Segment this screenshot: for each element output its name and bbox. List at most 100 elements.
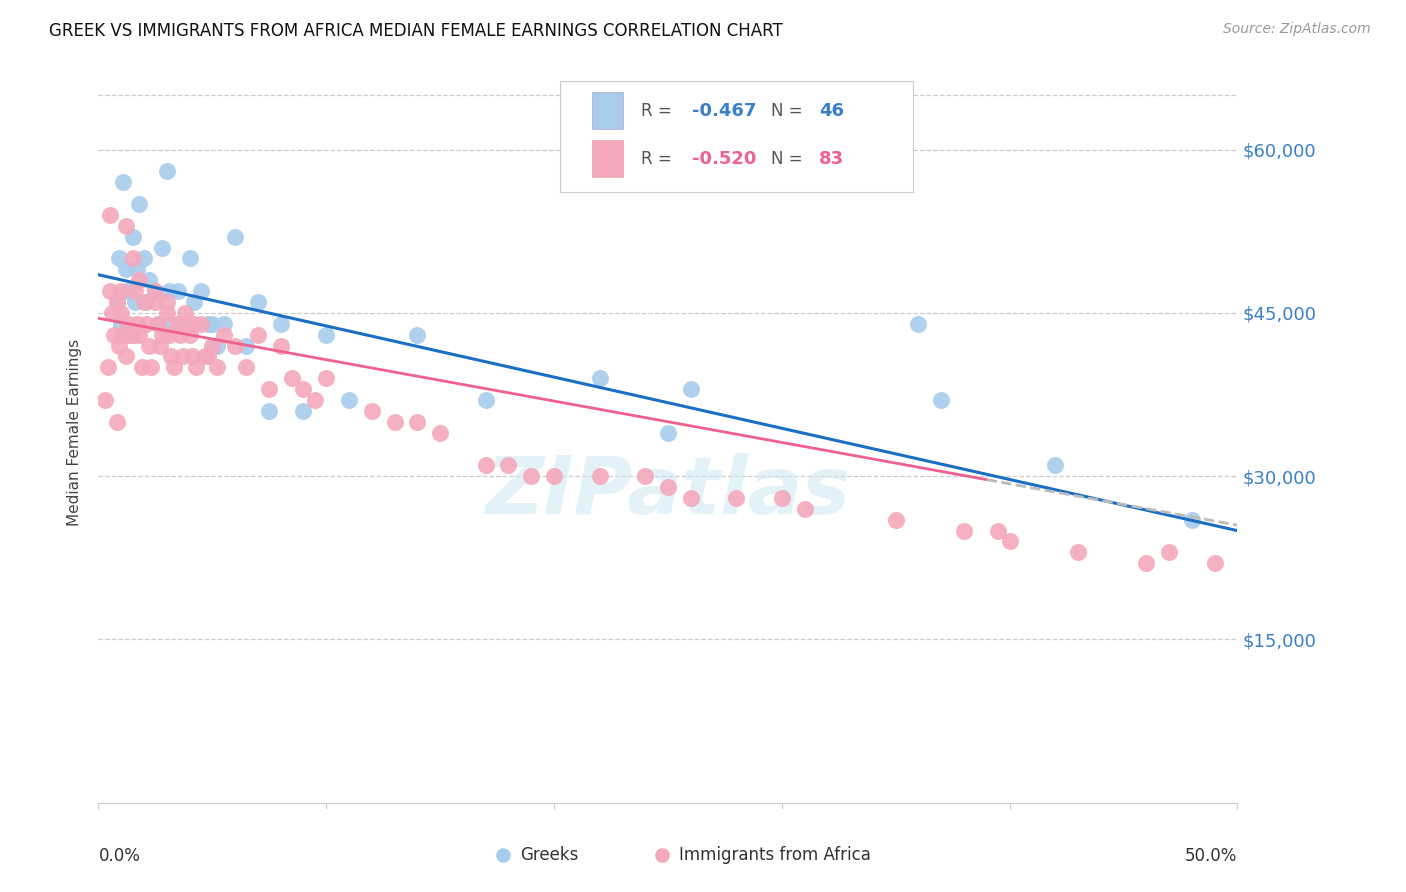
Point [101, 306, 124, 320]
Point [186, 360, 208, 375]
Point [112, 175, 135, 189]
Point [145, 295, 167, 310]
Text: R =: R = [641, 150, 676, 168]
Point [160, 317, 183, 331]
Point [292, 404, 315, 418]
Point [793, 501, 815, 516]
Point [1215, 796, 1237, 810]
Point [120, 327, 142, 342]
Point [149, 338, 172, 352]
Point [384, 415, 406, 429]
Point [998, 534, 1021, 549]
Point [235, 360, 257, 375]
Point [725, 491, 748, 505]
Point [337, 392, 360, 407]
Point [110, 306, 132, 320]
Point [108, 252, 131, 266]
Point [281, 371, 304, 385]
Point [259, 404, 281, 418]
Point [121, 327, 143, 342]
Point [657, 425, 679, 440]
Point [304, 392, 326, 407]
Point [679, 382, 702, 396]
Point [205, 360, 228, 375]
Point [270, 317, 292, 331]
Point [157, 327, 180, 342]
Point [150, 240, 173, 255]
Point [634, 469, 657, 483]
Point [197, 317, 219, 331]
Point [139, 360, 162, 375]
Point [190, 284, 212, 298]
Point [543, 469, 565, 483]
Point [138, 273, 160, 287]
Point [124, 295, 146, 310]
FancyBboxPatch shape [560, 81, 912, 192]
Point [201, 338, 224, 352]
Point [679, 491, 702, 505]
Point [259, 382, 281, 396]
Point [132, 252, 155, 266]
Point [474, 458, 496, 473]
Point [197, 350, 219, 364]
Point [150, 327, 173, 342]
Point [96, 360, 118, 375]
Point [1157, 545, 1180, 559]
Text: ZIPatlas: ZIPatlas [485, 453, 851, 531]
Point [127, 317, 149, 331]
Point [105, 295, 128, 310]
Point [1067, 545, 1090, 559]
Point [194, 350, 217, 364]
Text: Greeks: Greeks [520, 846, 578, 863]
Point [315, 371, 337, 385]
Point [315, 327, 337, 342]
Text: 46: 46 [820, 102, 845, 120]
Point [212, 327, 235, 342]
Y-axis label: Median Female Earnings: Median Female Earnings [67, 339, 83, 526]
Point [156, 306, 179, 320]
Point [212, 317, 235, 331]
Point [429, 425, 451, 440]
Point [770, 491, 793, 505]
Point [896, 796, 918, 810]
Point [160, 350, 183, 364]
Point [131, 360, 153, 375]
Text: N =: N = [772, 102, 808, 120]
Point [132, 295, 155, 310]
Point [183, 317, 205, 331]
Point [884, 513, 907, 527]
Text: 0.0%: 0.0% [98, 847, 141, 865]
Text: Source: ZipAtlas.com: Source: ZipAtlas.com [1223, 22, 1371, 37]
Text: N =: N = [772, 150, 808, 168]
Point [98, 284, 121, 298]
Point [121, 252, 143, 266]
Point [406, 327, 429, 342]
Point [128, 327, 150, 342]
Point [953, 524, 976, 538]
Point [94, 392, 117, 407]
Point [114, 262, 136, 277]
Point [157, 284, 180, 298]
Point [145, 284, 167, 298]
Point [127, 262, 149, 277]
Point [110, 317, 132, 331]
Point [172, 350, 194, 364]
Point [108, 338, 131, 352]
Point [1043, 458, 1066, 473]
Point [156, 164, 179, 178]
Point [180, 350, 202, 364]
Point [128, 273, 150, 287]
Point [520, 469, 543, 483]
Point [201, 317, 224, 331]
Point [105, 295, 128, 310]
Point [145, 284, 167, 298]
Point [128, 197, 150, 211]
Point [98, 208, 121, 222]
Point [124, 284, 146, 298]
Point [169, 327, 191, 342]
Point [657, 480, 679, 494]
Point [1181, 513, 1204, 527]
Point [907, 317, 929, 331]
Point [929, 392, 952, 407]
Point [224, 229, 246, 244]
